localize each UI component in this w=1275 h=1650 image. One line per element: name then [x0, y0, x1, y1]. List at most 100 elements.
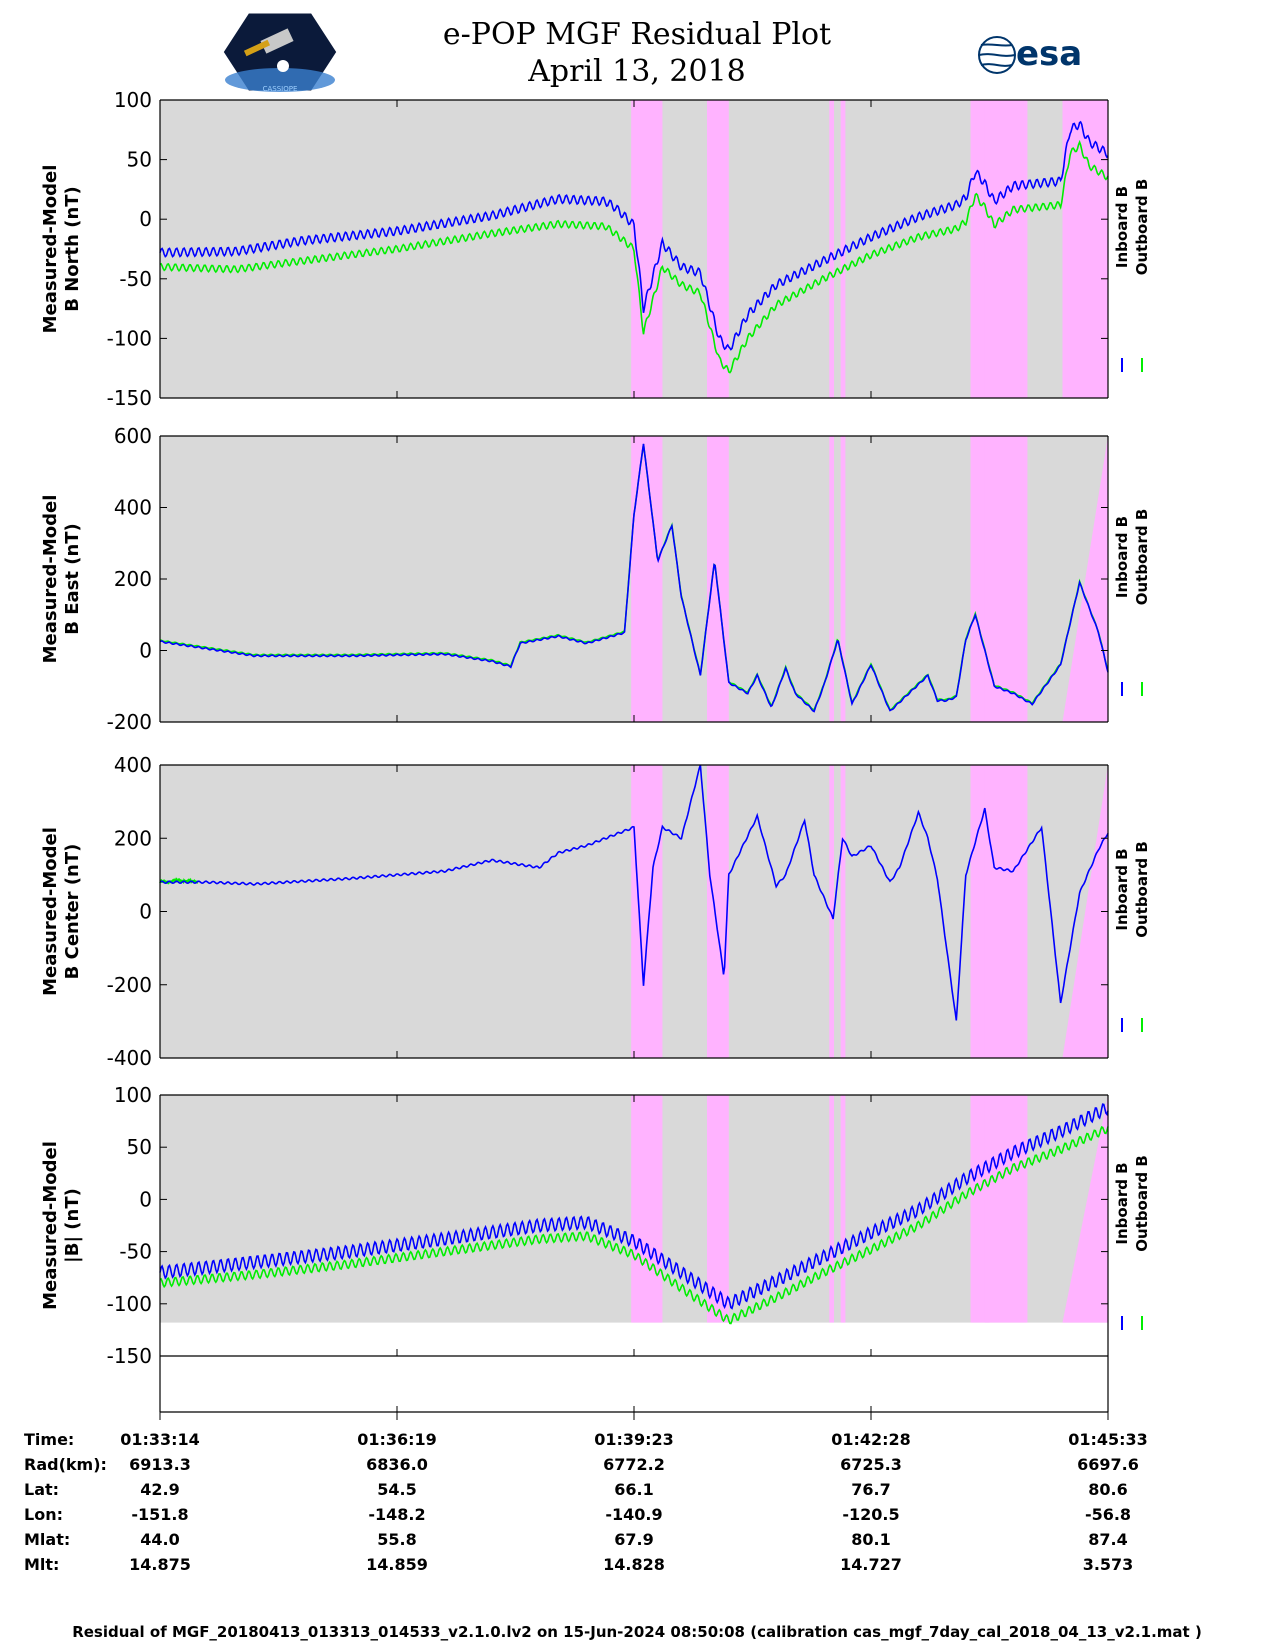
- highlight-region: [706, 765, 729, 1058]
- series-line-inboard-b: [159, 120, 1109, 351]
- legend: Inboard B Outboard B: [1113, 509, 1151, 696]
- highlight-region: [984, 765, 1028, 1058]
- highlight-region: [984, 1095, 1028, 1323]
- y-axis-label: Measured-Model: [40, 827, 61, 996]
- y-tick-label: 200: [114, 826, 152, 850]
- ephemeris-value: 6725.3: [840, 1455, 902, 1474]
- y-tick-label: 600: [114, 424, 152, 448]
- highlight-region: [829, 100, 835, 398]
- highlight-region: [829, 436, 835, 722]
- panel-3: 400 200 0 -200 -400 Measured-Model B Center (n…: [40, 753, 1151, 1070]
- y-tick-label: 400: [114, 496, 152, 520]
- ephemeris-value: -120.5: [842, 1505, 899, 1524]
- ephemeris-row-label: Lon:: [24, 1505, 63, 1524]
- ephemeris-value: -56.8: [1085, 1505, 1131, 1524]
- ephemeris-row-label: Time:: [24, 1430, 74, 1449]
- y-tick-label: 100: [114, 1083, 152, 1107]
- y-tick-label: -50: [119, 1240, 152, 1264]
- ephemeris-value: 87.4: [1088, 1530, 1127, 1549]
- ephemeris-value: 01:45:33: [1068, 1430, 1148, 1449]
- ephemeris-value: 01:33:14: [120, 1430, 200, 1449]
- ephemeris-value: 67.9: [614, 1530, 653, 1549]
- panel-2: 600 400 200 0 -200 Measured-Model B East (nT) I…: [40, 424, 1151, 734]
- y-tick-label: 50: [127, 148, 152, 172]
- ephemeris-value: 6913.3: [129, 1455, 191, 1474]
- ephemeris-value: 14.859: [366, 1555, 428, 1574]
- esa-logo: esa: [978, 34, 1082, 74]
- ephemeris-row-label: Rad(km):: [24, 1455, 107, 1474]
- y-tick-label: 0: [139, 900, 152, 924]
- y-axis-label: Measured-Model: [40, 495, 61, 664]
- highlight-region: [829, 1095, 835, 1323]
- ephemeris-value: 66.1: [614, 1480, 653, 1499]
- ephemeris-value: 76.7: [851, 1480, 890, 1499]
- highlight-region: [1062, 765, 1108, 1058]
- y-axis-label: B Center (nT): [62, 844, 83, 980]
- highlight-region: [829, 765, 835, 1058]
- title-line-2: April 13, 2018: [527, 54, 746, 89]
- highlight-region: [1062, 1095, 1108, 1323]
- esa-globe-icon: [978, 36, 1016, 74]
- ephemeris-value: 14.875: [129, 1555, 191, 1574]
- series-line-inboard-b: [159, 1103, 1109, 1310]
- ephemeris-value: 80.6: [1088, 1480, 1127, 1499]
- y-axis-label: B North (nT): [62, 186, 83, 312]
- highlight-region: [706, 436, 729, 722]
- legend: Inboard B Outboard B: [1113, 1155, 1151, 1330]
- legend-label: Outboard B: [1133, 1155, 1151, 1252]
- y-tick-label: 200: [114, 567, 152, 591]
- ephemeris-value: -151.8: [131, 1505, 188, 1524]
- legend-label: Inboard B: [1113, 516, 1131, 598]
- ephemeris-row-label: Mlt:: [24, 1555, 59, 1574]
- highlight-region: [631, 1095, 663, 1323]
- esa-logo-text: esa: [1016, 34, 1082, 74]
- ephemeris-value: -148.2: [368, 1505, 425, 1524]
- panel-1: 100 50 0 -50 -100 -150 Measured-Model B North (…: [40, 88, 1151, 410]
- y-tick-label: -200: [107, 710, 152, 734]
- highlight-region: [840, 100, 846, 398]
- ephemeris-row-label: Mlat:: [24, 1530, 70, 1549]
- y-tick-label: -150: [107, 1344, 152, 1368]
- ephemeris-value: 80.1: [851, 1530, 890, 1549]
- footer-caption: Residual of MGF_20180413_013313_014533_v…: [72, 1623, 1202, 1641]
- ephemeris-value: 01:42:28: [831, 1430, 911, 1449]
- legend-label: Outboard B: [1133, 509, 1151, 606]
- series-line-outboard-b: [159, 139, 1109, 374]
- ephemeris-value: 01:39:23: [594, 1430, 674, 1449]
- highlight-region: [631, 765, 663, 1058]
- y-tick-label: -400: [107, 1046, 152, 1070]
- ephemeris-value: 01:36:19: [357, 1430, 437, 1449]
- highlight-region: [706, 100, 729, 398]
- series-line-inboard-b: [159, 764, 1109, 1021]
- legend-label: Outboard B: [1133, 179, 1151, 276]
- cassiope-logo-text: CASSIOPE: [263, 85, 298, 93]
- cassiope-emblem-icon: [277, 60, 289, 72]
- title-line-1: e-POP MGF Residual Plot: [443, 17, 831, 52]
- y-tick-label: 0: [139, 639, 152, 663]
- legend: Inboard B Outboard B: [1113, 841, 1151, 1032]
- y-tick-label: 0: [139, 1187, 152, 1211]
- ephemeris-row-label: Lat:: [24, 1480, 59, 1499]
- highlight-region: [984, 100, 1028, 398]
- highlight-region: [840, 436, 846, 722]
- cassiope-logo: CASSIOPE: [220, 10, 340, 94]
- y-axis-label: |B| (nT): [62, 1188, 83, 1263]
- ephemeris-value: 6836.0: [366, 1455, 428, 1474]
- highlight-region: [1062, 100, 1108, 398]
- y-tick-label: -100: [107, 1292, 152, 1316]
- y-tick-label: 100: [114, 88, 152, 112]
- series-line-outboard-b: [159, 1126, 1109, 1325]
- y-axis-label: B East (nT): [62, 523, 83, 635]
- ephemeris-value: 14.727: [840, 1555, 902, 1574]
- panel-4: 100 50 0 -50 -100 -150 Measured-Model |B| (nT) I…: [40, 1083, 1151, 1368]
- ephemeris-value: 54.5: [377, 1480, 416, 1499]
- legend-label: Outboard B: [1133, 841, 1151, 938]
- y-tick-label: -150: [107, 386, 152, 410]
- y-tick-label: 0: [139, 207, 152, 231]
- legend-label: Inboard B: [1113, 186, 1131, 268]
- highlight-region: [631, 436, 663, 722]
- highlight-region: [1062, 436, 1108, 722]
- y-axis-label: Measured-Model: [40, 165, 61, 334]
- highlight-region: [706, 1095, 729, 1323]
